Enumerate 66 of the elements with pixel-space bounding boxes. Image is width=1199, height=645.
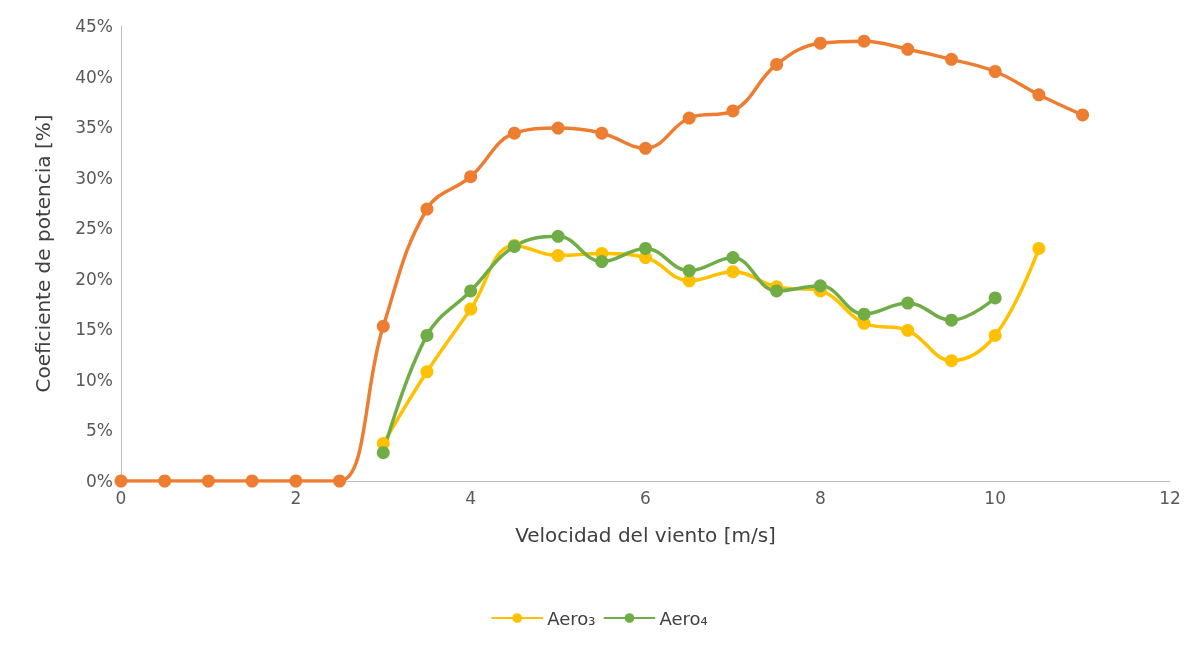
x-tick-label: 12 <box>1159 487 1181 508</box>
point <box>420 202 434 216</box>
point <box>1076 108 1090 122</box>
point <box>813 36 827 50</box>
y-tick-label: 0% <box>86 471 113 491</box>
x-tick-label: 10 <box>984 487 1006 508</box>
point <box>988 291 1002 305</box>
point <box>551 249 565 263</box>
y-tick-label: 40% <box>75 66 113 87</box>
legend-label: Aero₄ <box>659 607 708 629</box>
point <box>245 474 259 488</box>
point <box>770 284 784 298</box>
point <box>376 446 390 460</box>
x-tick-label: 6 <box>640 487 651 508</box>
point <box>507 126 521 140</box>
x-tick-label: 2 <box>290 487 302 508</box>
point <box>901 323 915 337</box>
point <box>551 229 565 243</box>
point <box>726 265 740 279</box>
point <box>988 65 1002 78</box>
y-axis-title: Coeficiente de potencia [%] <box>31 114 55 393</box>
point <box>551 121 565 135</box>
y-tick-label: 20% <box>75 268 113 289</box>
point <box>420 328 434 342</box>
point <box>901 42 915 56</box>
point <box>464 284 478 298</box>
x-axis-title: Velocidad del viento [m/s] <box>515 523 776 547</box>
legend-label: Aero₃ <box>547 607 596 629</box>
x-tick-label: 8 <box>814 487 826 508</box>
point <box>289 474 303 488</box>
y-tick-label: 10% <box>75 369 113 390</box>
point <box>813 279 827 293</box>
y-tick-label: 30% <box>75 167 113 188</box>
point <box>944 354 958 368</box>
y-tick-label: 35% <box>75 117 113 138</box>
point <box>944 313 958 327</box>
y-tick-label: 5% <box>86 420 113 441</box>
point <box>1032 88 1046 102</box>
point <box>639 141 652 155</box>
point <box>114 474 128 488</box>
point <box>464 170 478 184</box>
point <box>944 52 958 66</box>
y-tick-label: 45% <box>75 16 113 36</box>
x-tick-label: 0 <box>115 487 127 508</box>
point <box>682 264 696 278</box>
point <box>376 319 390 333</box>
y-tick-label: 25% <box>75 218 113 239</box>
point <box>901 296 915 310</box>
point <box>682 111 696 125</box>
point <box>726 104 740 118</box>
point <box>595 255 609 269</box>
point <box>639 241 652 255</box>
point <box>201 474 215 488</box>
point <box>333 474 347 488</box>
y-tick-label: 15% <box>75 319 113 340</box>
point <box>1032 241 1046 255</box>
point <box>420 365 434 379</box>
x-tick-label: 4 <box>465 487 477 508</box>
point <box>988 328 1002 342</box>
point <box>857 307 871 321</box>
point <box>158 474 172 488</box>
point <box>857 34 871 48</box>
point <box>726 251 740 265</box>
point <box>464 302 478 316</box>
point <box>770 57 784 71</box>
point <box>595 126 609 140</box>
